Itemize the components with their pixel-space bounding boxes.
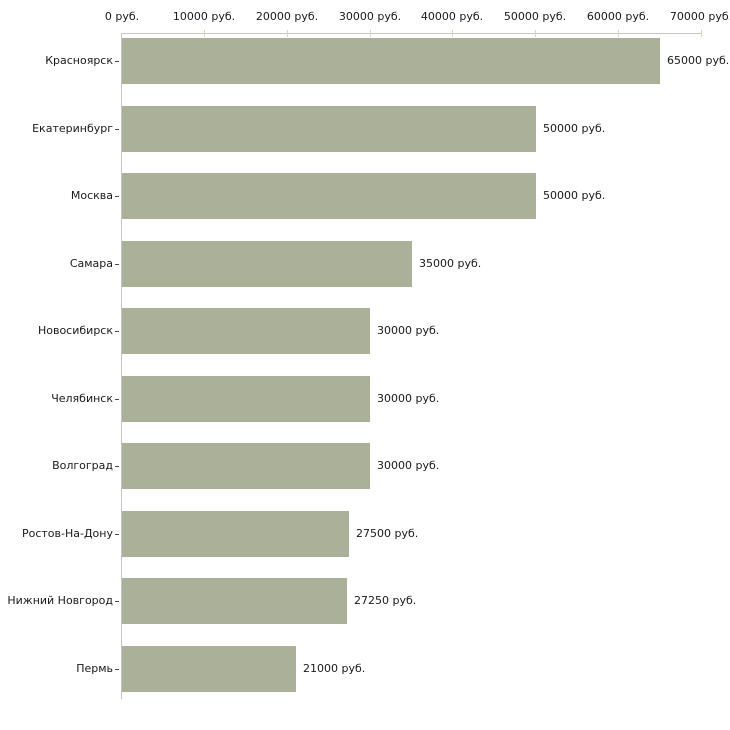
y-tick-mark <box>115 534 119 535</box>
y-axis-line <box>121 33 122 699</box>
y-tick-mark <box>115 601 119 602</box>
bar-value-label: 30000 руб. <box>377 392 440 405</box>
category-label: Новосибирск <box>37 324 113 337</box>
y-tick-mark <box>115 196 119 197</box>
y-tick-mark <box>115 669 119 670</box>
category-label: Челябинск <box>51 392 113 405</box>
x-tick-label: 30000 руб. <box>338 10 402 23</box>
y-tick-mark <box>115 331 119 332</box>
y-tick-mark <box>115 399 119 400</box>
y-tick-mark <box>115 264 119 265</box>
category-label: Волгоград <box>52 459 113 472</box>
category-label: Нижний Новгород <box>7 594 113 607</box>
bar-value-label: 21000 руб. <box>303 662 366 675</box>
x-tick-mark <box>452 30 453 37</box>
bar-Нижний Новгород <box>122 578 347 624</box>
bar-Красноярск <box>122 38 660 84</box>
x-tick-label: 70000 руб. <box>669 10 730 23</box>
y-tick-mark <box>115 129 119 130</box>
x-tick-mark <box>701 30 702 37</box>
x-axis-line <box>121 33 701 34</box>
bar-Волгоград <box>122 443 370 489</box>
bar-Самара <box>122 241 412 287</box>
x-tick-label: 50000 руб. <box>503 10 567 23</box>
x-tick-label: 10000 руб. <box>172 10 236 23</box>
bar-Ростов-На-Дону <box>122 511 349 557</box>
bar-value-label: 50000 руб. <box>543 122 606 135</box>
x-tick-mark <box>204 30 205 37</box>
category-label: Пермь <box>76 662 113 675</box>
x-tick-label: 40000 руб. <box>420 10 484 23</box>
category-label: Ростов-На-Дону <box>21 527 113 540</box>
y-tick-mark <box>115 466 119 467</box>
x-tick-mark <box>287 30 288 37</box>
bar-value-label: 35000 руб. <box>419 257 482 270</box>
bar-Пермь <box>122 646 296 692</box>
bar-Екатеринбург <box>122 106 536 152</box>
x-tick-label: 60000 руб. <box>586 10 650 23</box>
bar-value-label: 27500 руб. <box>356 527 419 540</box>
x-tick-mark <box>370 30 371 37</box>
category-label: Москва <box>70 189 113 202</box>
bar-Челябинск <box>122 376 370 422</box>
x-tick-mark <box>618 30 619 37</box>
category-label: Екатеринбург <box>32 122 113 135</box>
bar-value-label: 27250 руб. <box>354 594 417 607</box>
bar-value-label: 50000 руб. <box>543 189 606 202</box>
bar-Москва <box>122 173 536 219</box>
bar-value-label: 30000 руб. <box>377 459 440 472</box>
bar-value-label: 30000 руб. <box>377 324 440 337</box>
bar-Новосибирск <box>122 308 370 354</box>
category-label: Красноярск <box>45 54 113 67</box>
x-tick-mark <box>535 30 536 37</box>
x-tick-label: 20000 руб. <box>255 10 319 23</box>
y-tick-mark <box>115 61 119 62</box>
bar-value-label: 65000 руб. <box>667 54 730 67</box>
category-label: Самара <box>69 257 113 270</box>
x-tick-label: 0 руб. <box>104 10 140 23</box>
